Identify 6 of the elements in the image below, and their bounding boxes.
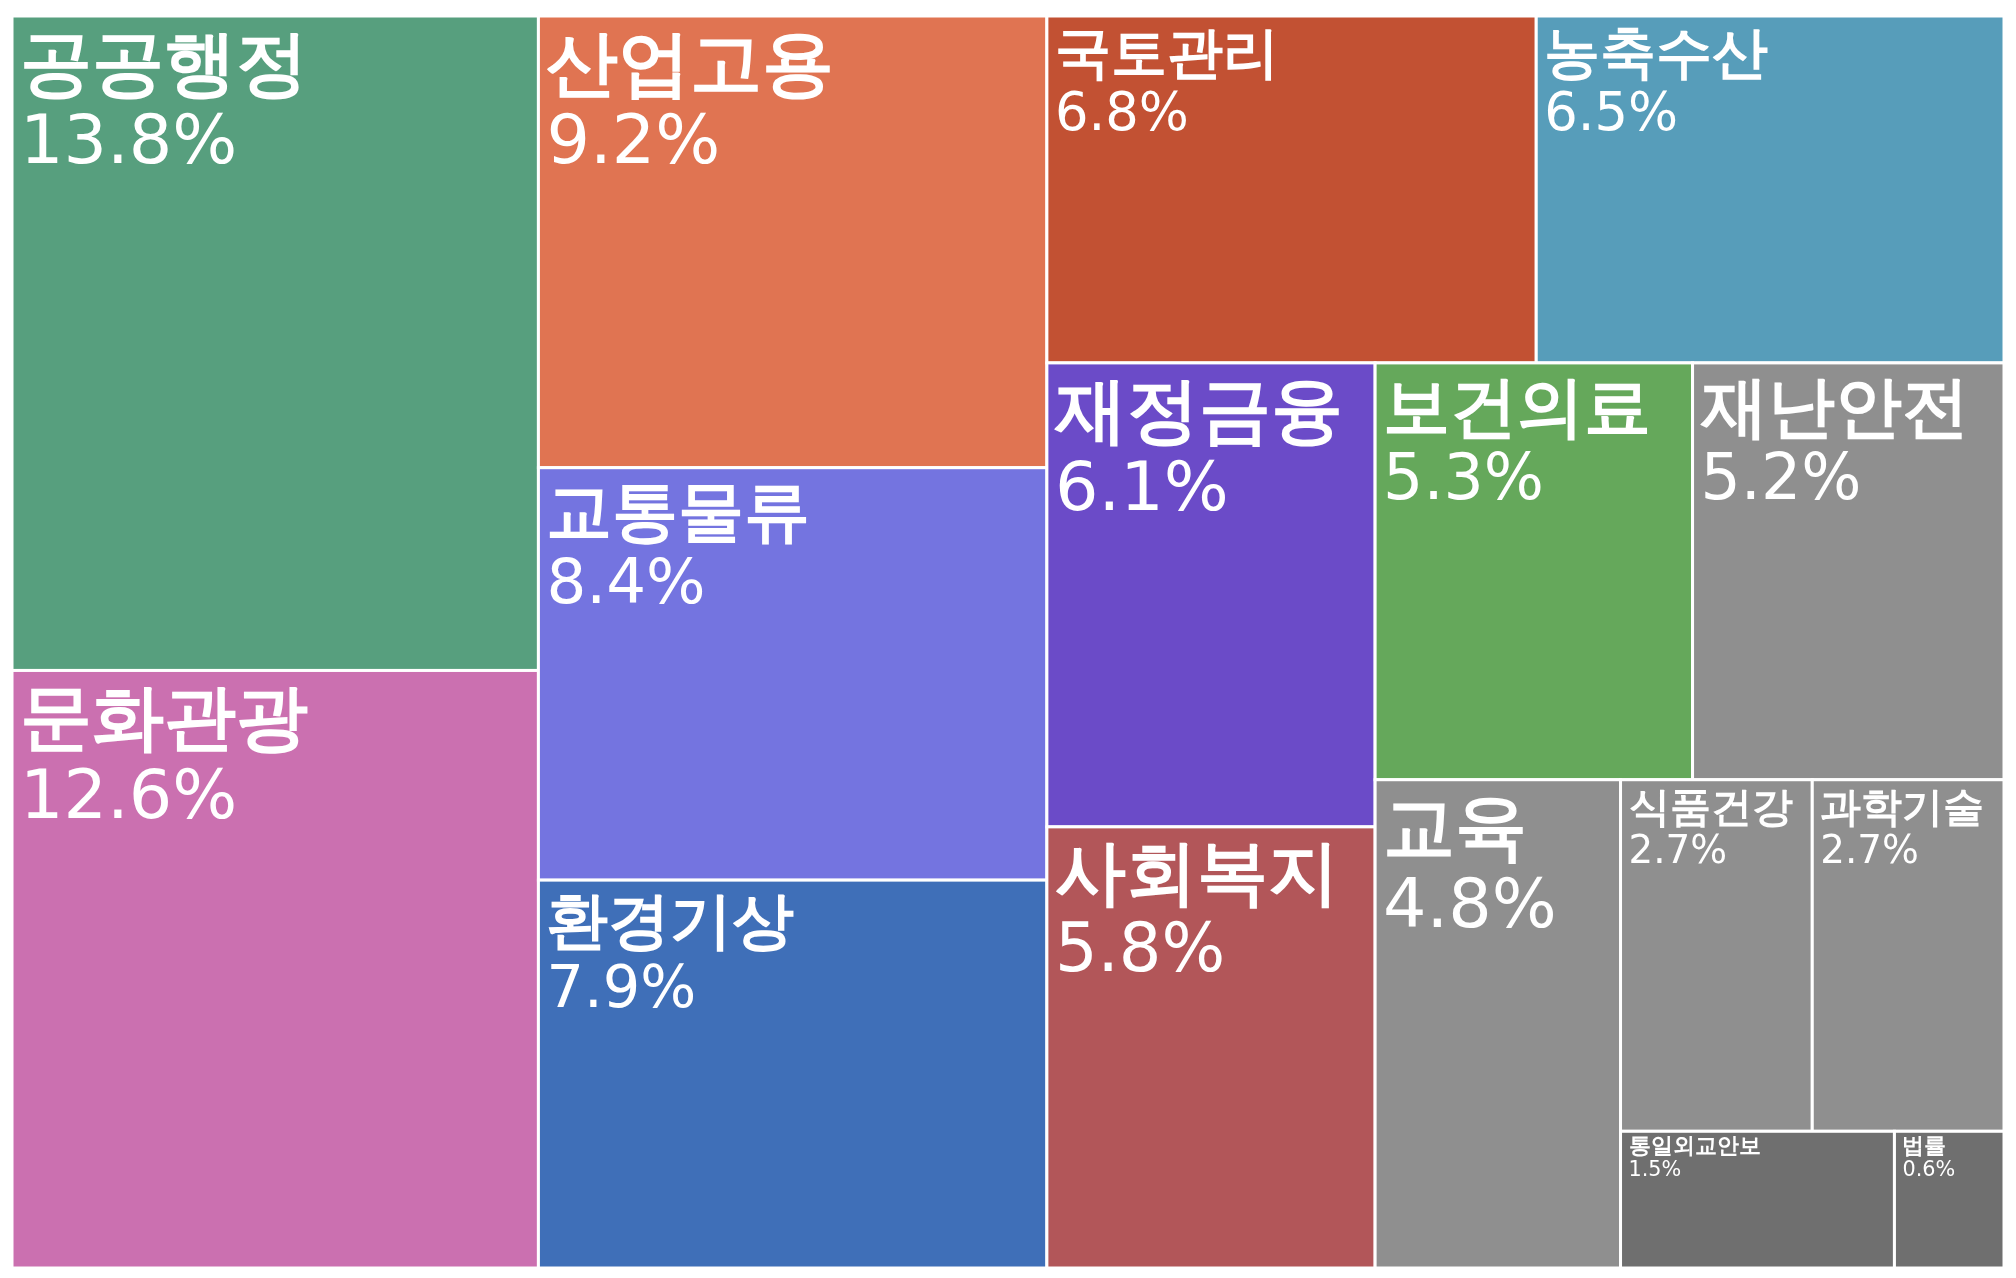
data-label: 0.6% — [1902, 1157, 1956, 1182]
data-label: 1.5% — [1628, 1157, 1682, 1182]
category-label: 농축수산 — [1544, 19, 1769, 85]
category-label: 국토관리 — [1054, 19, 1279, 85]
category-label: 법률 — [1902, 1133, 1947, 1159]
category-label: 통일외교안보 — [1628, 1133, 1761, 1159]
